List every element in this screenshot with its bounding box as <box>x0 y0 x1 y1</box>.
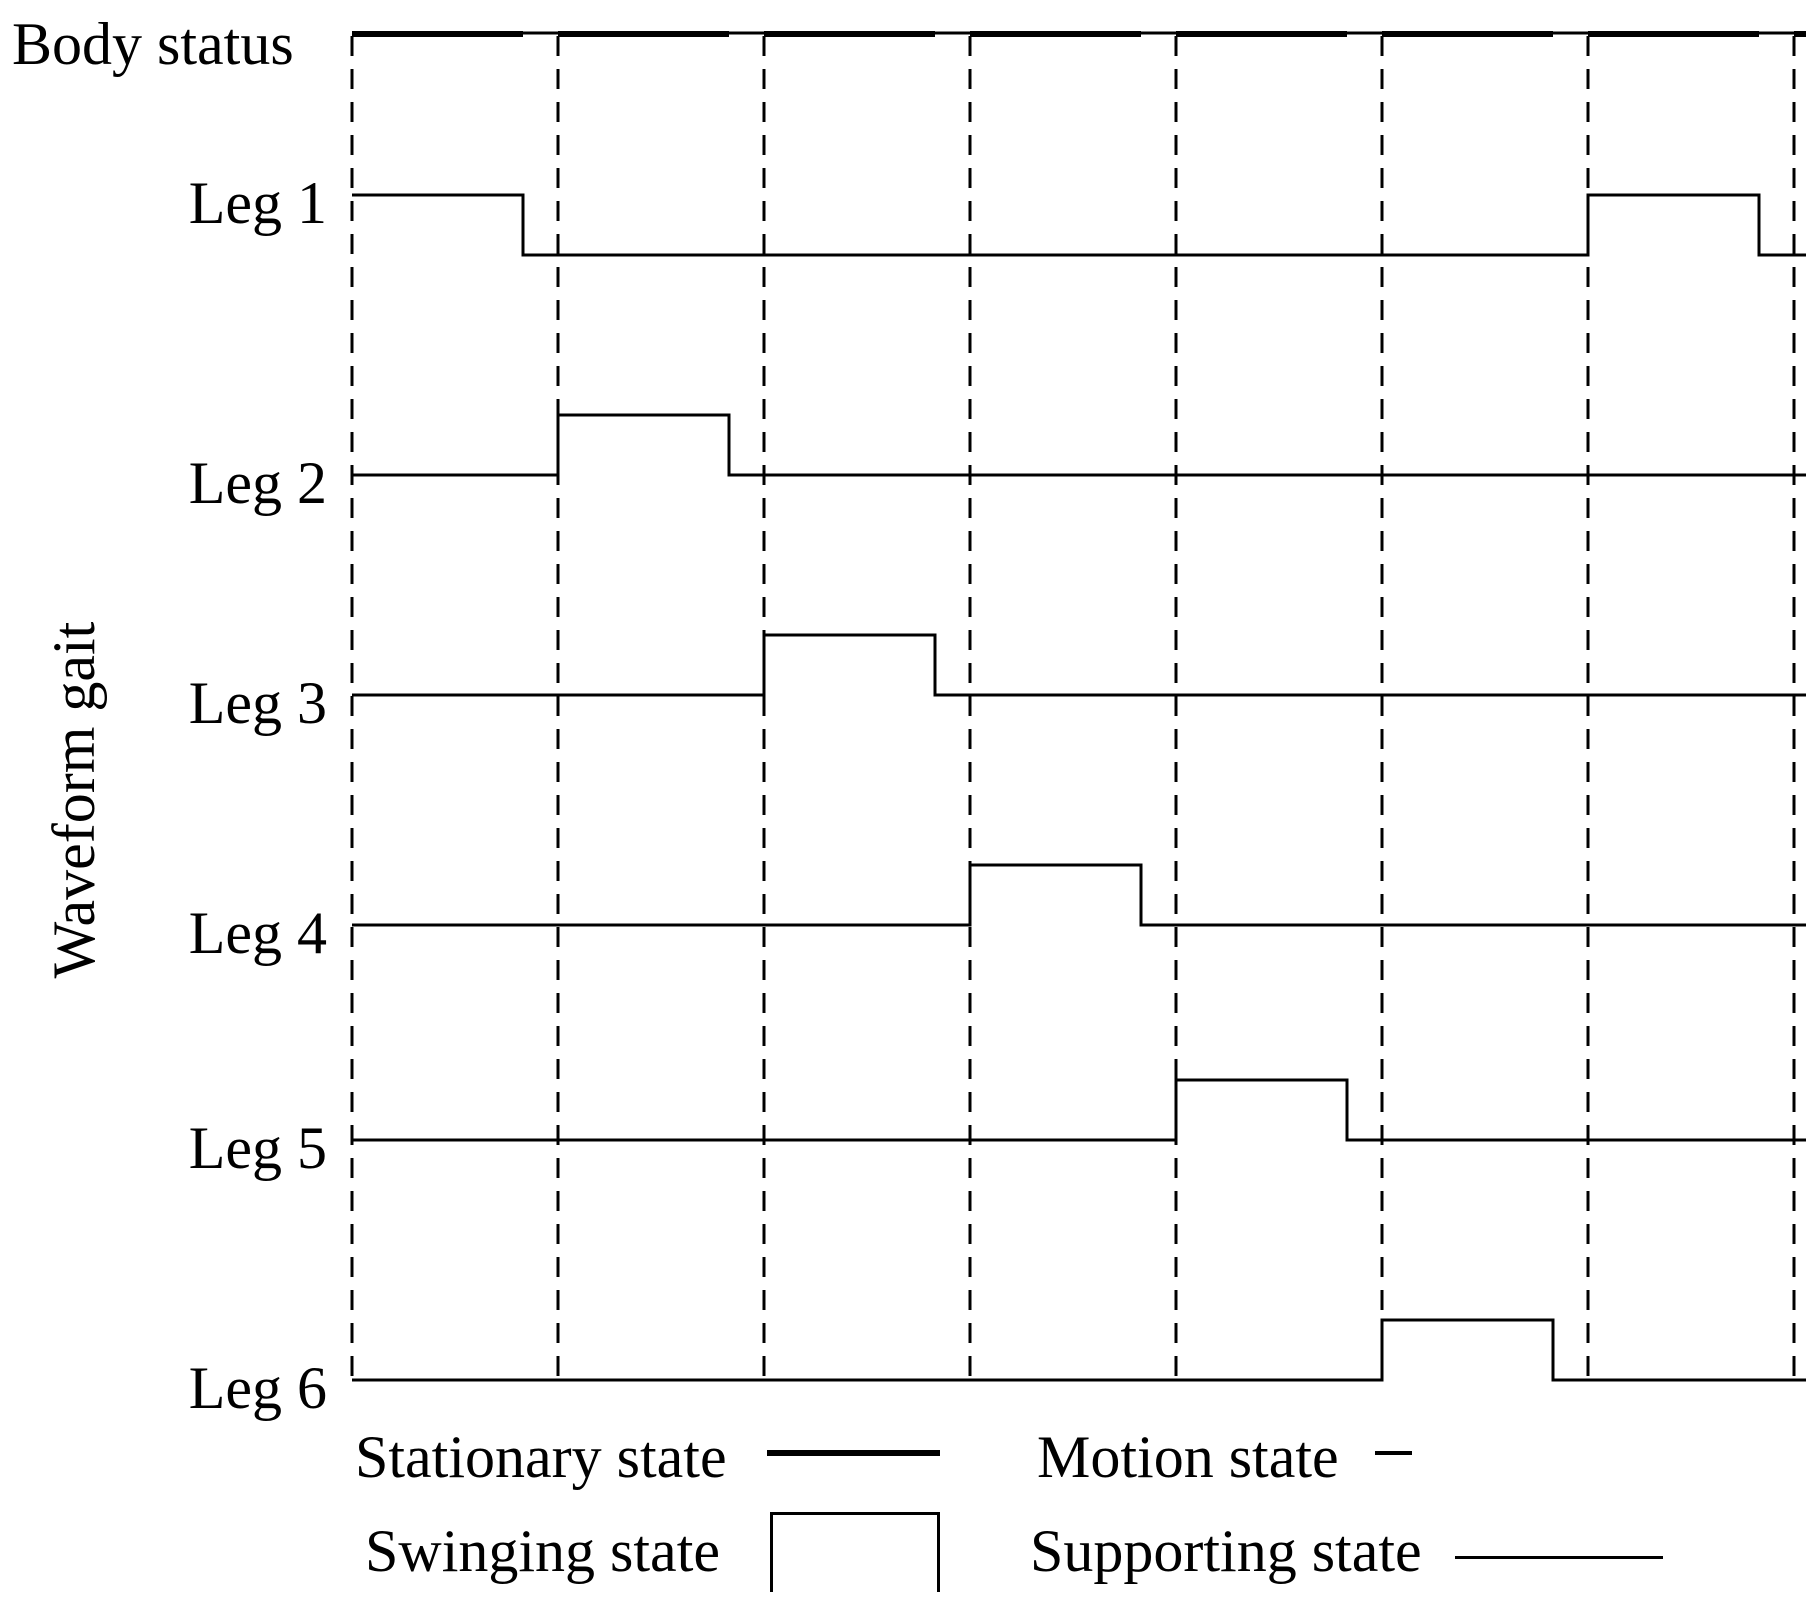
leg-2-waveform <box>352 413 1806 477</box>
leg-1-label: Leg 1 <box>188 170 327 236</box>
body-status-label: Body status <box>12 11 294 77</box>
legend-stationary-label: Stationary state <box>355 1424 727 1490</box>
legend-swinging-label: Swinging state <box>365 1518 720 1584</box>
legend-supporting-label: Supporting state <box>1030 1518 1422 1584</box>
leg-1-waveform <box>352 193 1806 257</box>
legend-stationary-line <box>767 1450 940 1456</box>
leg-3-waveform <box>352 633 1806 697</box>
leg-2-label: Leg 2 <box>188 450 327 516</box>
leg-5-label: Leg 5 <box>188 1115 327 1181</box>
legend-swinging-pulse <box>770 1512 940 1592</box>
leg-3-label: Leg 3 <box>188 670 327 736</box>
leg-6-label: Leg 6 <box>188 1355 327 1421</box>
legend-motion-label: Motion state <box>1037 1424 1339 1490</box>
leg-4-label: Leg 4 <box>188 900 327 966</box>
leg-5-waveform <box>352 1078 1806 1142</box>
leg-4-waveform <box>352 863 1806 927</box>
legend-motion-line <box>1375 1451 1412 1455</box>
legend-supporting-line <box>1455 1556 1663 1559</box>
leg-6-waveform <box>352 1318 1806 1382</box>
